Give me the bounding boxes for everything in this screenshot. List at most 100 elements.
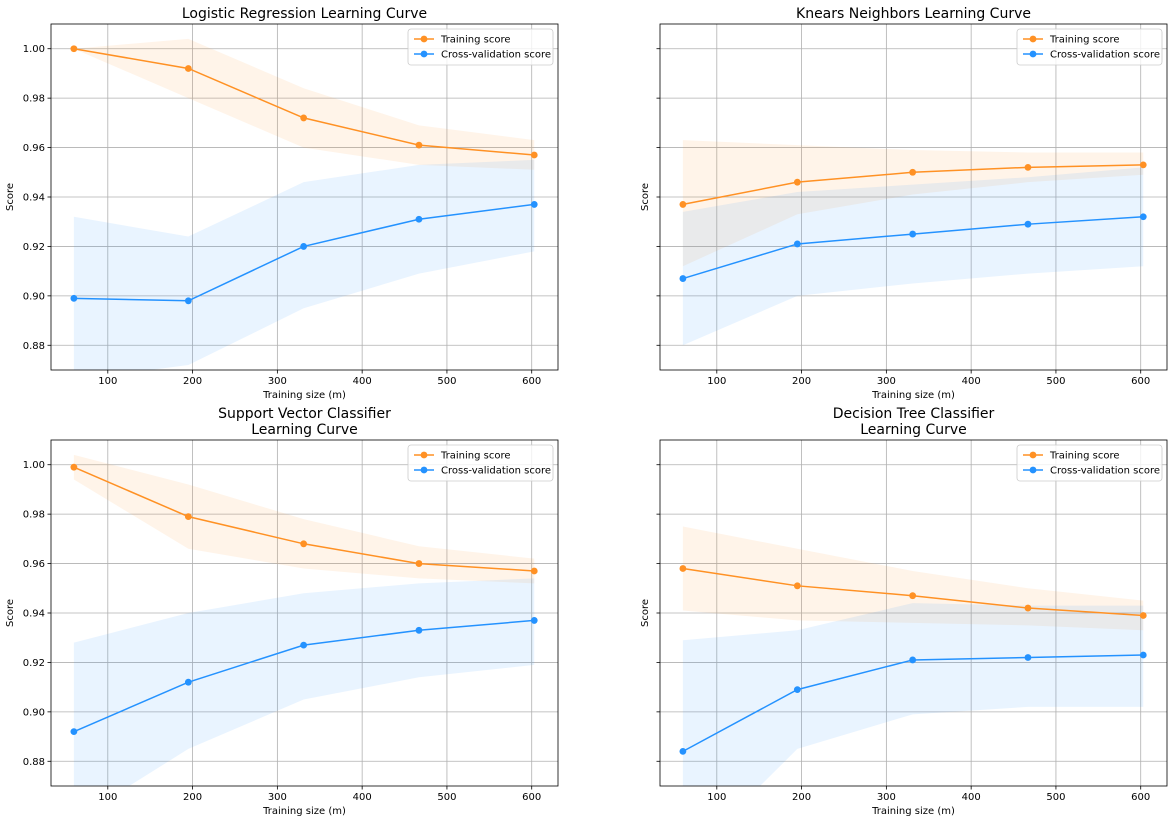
x-tick-label: 400 [353, 376, 372, 387]
x-tick-label: 100 [707, 376, 726, 387]
data-point-training [679, 201, 687, 208]
legend-label: Cross-validation score [441, 50, 551, 61]
x-tick-label: 300 [877, 376, 896, 387]
x-tick-label: 300 [268, 376, 287, 387]
chart-panel-2: 100 200 300 400 500 600 Training size (m) Score… [640, 6, 1168, 401]
x-tick-label: 300 [268, 792, 287, 803]
chart-title: Logistic Regression Learning Curve [182, 6, 427, 22]
confidence-band-cv [73, 159, 535, 370]
data-point-training [415, 141, 423, 149]
x-tick-label: 400 [962, 792, 981, 803]
x-tick-label: 600 [1131, 792, 1150, 803]
data-point-cv [530, 201, 538, 208]
data-point-training [70, 463, 78, 471]
confidence-band-training [682, 526, 1144, 631]
legend-swatch-marker [1029, 466, 1037, 474]
x-tick-label: 600 [522, 792, 541, 803]
legend-swatch-marker [420, 451, 428, 459]
legend-label: Training score [1049, 451, 1120, 462]
legend-box [407, 444, 554, 482]
y-tick-label: 0.88 [23, 757, 45, 768]
x-tick-label: 100 [707, 792, 726, 803]
plot-content [70, 38, 538, 370]
legend-label: Cross-validation score [441, 466, 551, 477]
y-tick-label: 0.92 [23, 658, 45, 669]
legend-swatch-marker [420, 35, 428, 43]
x-tick-label: 200 [183, 376, 202, 387]
x-axis-label: Training size (m) [262, 806, 346, 817]
data-point-cv [679, 748, 687, 755]
y-tick-label: 0.88 [23, 341, 45, 352]
x-tick-label: 400 [962, 376, 981, 387]
x-tick-label: 200 [183, 792, 202, 803]
data-point-cv [1139, 213, 1147, 221]
data-point-cv [679, 275, 687, 282]
x-tick-label: 500 [1046, 792, 1065, 803]
y-axis-label: Score [5, 599, 16, 627]
chart-title: Learning Curve [860, 422, 967, 438]
data-point-cv [184, 297, 192, 305]
data-point-training [415, 560, 423, 567]
data-point-cv [793, 686, 801, 694]
plot-content [70, 454, 538, 786]
data-point-training [909, 592, 917, 600]
legend-label: Cross-validation score [1050, 50, 1160, 61]
legend-swatch-marker [1029, 35, 1037, 43]
data-point-cv [415, 626, 423, 634]
data-point-cv [415, 215, 423, 223]
data-point-training [184, 513, 192, 521]
y-tick-label: 0.90 [23, 707, 45, 718]
legend-swatch-marker [420, 50, 428, 58]
data-point-training [909, 168, 917, 176]
legend-label: Training score [440, 451, 511, 462]
data-point-training [300, 114, 308, 122]
data-point-training [793, 582, 801, 590]
y-tick-label: 0.94 [23, 193, 45, 204]
x-tick-label: 500 [1046, 376, 1065, 387]
x-tick-label: 600 [522, 376, 541, 387]
legend: Training score Cross-validation score [1016, 28, 1163, 66]
y-tick-label: 0.90 [23, 291, 45, 302]
legend-label: Cross-validation score [1050, 466, 1160, 477]
data-point-cv [530, 617, 538, 624]
legend-label: Training score [440, 35, 511, 46]
data-point-training [530, 567, 538, 575]
y-tick-label: 0.94 [23, 609, 45, 620]
x-tick-label: 400 [353, 792, 372, 803]
data-point-training [530, 151, 538, 159]
y-tick-label: 1.00 [23, 44, 45, 55]
confidence-band-cv [682, 167, 1144, 346]
data-point-cv [70, 728, 78, 736]
y-axis-label: Score [5, 183, 16, 211]
legend: Training score Cross-validation score [1016, 444, 1163, 482]
data-point-cv [909, 656, 917, 664]
data-point-cv [300, 641, 308, 649]
x-tick-label: 200 [792, 792, 811, 803]
data-point-training [184, 65, 192, 72]
x-axis-label: Training size (m) [262, 390, 346, 401]
y-axis-label: Score [640, 599, 651, 627]
legend: Training score Cross-validation score [407, 28, 554, 66]
plot-content [679, 526, 1147, 786]
confidence-band-training [682, 140, 1144, 267]
data-point-training [679, 565, 687, 572]
data-point-cv [909, 230, 917, 238]
legend: Training score Cross-validation score [407, 444, 554, 482]
chart-title: Learning Curve [251, 422, 358, 438]
data-point-training [1139, 161, 1147, 169]
data-point-training [793, 178, 801, 186]
x-tick-label: 100 [98, 792, 117, 803]
legend-box [1016, 444, 1163, 482]
legend-label: Training score [1049, 35, 1120, 46]
x-tick-label: 300 [877, 792, 896, 803]
data-point-training [1139, 612, 1147, 619]
legend-swatch-marker [1029, 451, 1037, 459]
y-tick-label: 0.98 [23, 94, 45, 105]
x-tick-label: 200 [792, 376, 811, 387]
y-tick-label: 0.98 [23, 510, 45, 521]
data-point-cv [793, 240, 801, 248]
confidence-band-training [73, 454, 535, 584]
chart-title: Decision Tree Classifier [833, 406, 995, 422]
data-point-training [70, 45, 78, 53]
